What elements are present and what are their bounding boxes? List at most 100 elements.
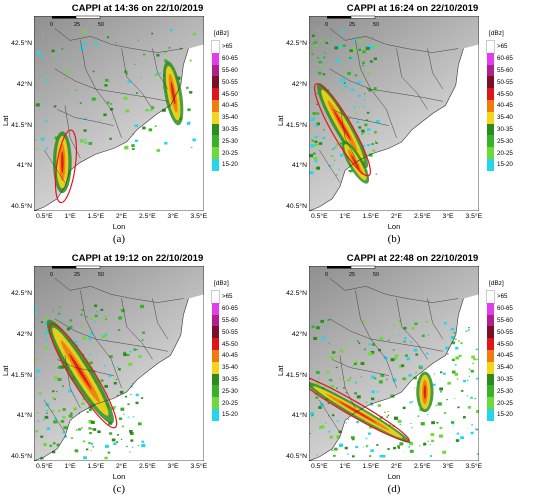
x-tick-label: 0.5°E xyxy=(310,463,328,470)
storm-ellipse xyxy=(54,129,78,204)
legend: [dBz] >65 60-65 55-60 50-55 45-50 40-45 35-40 30… xyxy=(211,280,266,421)
radar-panel-c: CAPPI at 19:12 on 22/10/2019 0 25 50 Lat 42… xyxy=(0,250,275,500)
region-border xyxy=(152,48,169,90)
radar-echoes xyxy=(35,29,197,194)
legend-item: 20-25 xyxy=(487,147,541,159)
y-tick-label: 41.5°N xyxy=(11,371,32,379)
x-tick-label: 3°E xyxy=(442,463,454,470)
storm-ellipse xyxy=(48,323,118,429)
legend-unit: [dBz] xyxy=(489,30,504,37)
panel-label: (d) xyxy=(387,483,401,495)
region-border xyxy=(44,149,66,183)
region-border xyxy=(319,149,341,183)
region-border xyxy=(329,318,443,352)
region-border xyxy=(121,48,153,110)
region-border xyxy=(54,28,184,53)
radar-map xyxy=(309,16,479,211)
x-tick-label: 1°E xyxy=(339,213,351,220)
x-tick-label: 1.5°E xyxy=(87,213,105,220)
y-tick-label: 41°N xyxy=(16,162,32,170)
y-tick-label: 42.5°N xyxy=(11,40,32,48)
x-tick-label: 1.5°E xyxy=(362,463,380,470)
legend-item: 40-45 xyxy=(487,99,541,112)
coastline xyxy=(34,298,189,461)
legend-item: 20-25 xyxy=(212,147,266,159)
region-border xyxy=(54,68,168,102)
region-border xyxy=(396,298,428,360)
x-tick-label: 3.5°E xyxy=(465,463,483,470)
legend-item: 60-65 xyxy=(212,52,266,65)
x-tick-label: 2.5°E xyxy=(413,463,431,470)
radar-map xyxy=(34,266,204,461)
region-border xyxy=(121,298,153,360)
region-border xyxy=(64,355,81,409)
legend-item: 60-65 xyxy=(487,52,541,65)
terrain xyxy=(34,16,204,211)
scale-label: 25 xyxy=(349,22,356,28)
x-tick-label: 1.5°E xyxy=(362,213,380,220)
x-tick-label: 3.5°E xyxy=(190,463,208,470)
legend-item: >65 xyxy=(211,40,266,54)
legend-item: 30-35 xyxy=(212,123,266,136)
y-tick-label: 40.5°N xyxy=(11,452,32,460)
scale-label: 0 xyxy=(50,22,54,28)
legend-item: 55-60 xyxy=(487,314,541,327)
y-tick-label: 41.5°N xyxy=(11,121,32,129)
panel-label: (c) xyxy=(112,483,126,495)
x-tick-label: 2°E xyxy=(116,213,128,220)
legend-item: 15-20 xyxy=(212,408,266,421)
y-tick-label: 42.5°N xyxy=(286,290,307,298)
radar-panel-d: CAPPI at 22:48 on 22/10/2019 0 25 50 Lat 42… xyxy=(275,250,550,500)
legend-item: 60-65 xyxy=(487,302,541,315)
x-axis-label: Lon xyxy=(112,222,126,231)
legend-item: 55-60 xyxy=(487,64,541,77)
legend-item: 35-40 xyxy=(487,111,541,124)
region-border xyxy=(427,298,444,340)
region-border xyxy=(339,355,356,409)
coastline xyxy=(309,48,464,211)
legend-item: 30-35 xyxy=(487,373,541,386)
storm-ellipse xyxy=(314,83,371,177)
scale-label: 25 xyxy=(349,272,356,278)
scale-bar: 0 25 50 xyxy=(325,15,383,30)
x-tick-label: 1°E xyxy=(64,463,76,470)
x-tick-label: 1°E xyxy=(339,463,351,470)
x-axis-label: Lon xyxy=(387,222,401,231)
legend-item: 30-35 xyxy=(487,123,541,136)
radar-map xyxy=(34,16,204,211)
panel-title: CAPPI at 22:48 on 22/10/2019 xyxy=(346,253,479,264)
scale-label: 0 xyxy=(325,272,329,278)
scale-label: 25 xyxy=(74,272,81,278)
y-tick-label: 42°N xyxy=(16,81,32,89)
legend-item: 25-30 xyxy=(487,385,541,398)
x-tick-label: 2.5°E xyxy=(413,213,431,220)
y-tick-label: 42°N xyxy=(291,331,307,339)
y-tick-label: 40.5°N xyxy=(11,202,32,210)
legend-item: 25-30 xyxy=(212,135,266,148)
legend-item: 60-65 xyxy=(212,302,266,315)
region-border xyxy=(329,278,459,303)
panel-title: CAPPI at 16:24 on 22/10/2019 xyxy=(346,3,479,14)
x-tick-label: 2.5°E xyxy=(138,463,156,470)
scale-label: 50 xyxy=(373,22,380,28)
scale-label: 25 xyxy=(74,22,81,28)
x-tick-label: 3.5°E xyxy=(190,213,208,220)
region-border xyxy=(427,48,444,90)
x-tick-label: 1.5°E xyxy=(87,463,105,470)
radar-panel-a: CAPPI at 14:36 on 22/10/2019 0 25 50 Lat 42… xyxy=(0,0,275,250)
scale-bar: 0 25 50 xyxy=(50,265,108,280)
radar-panel-b: CAPPI at 16:24 on 22/10/2019 0 25 50 Lat 42… xyxy=(275,0,550,250)
legend: [dBz] >65 60-65 55-60 50-55 45-50 40-45 35-40 30… xyxy=(486,280,541,421)
legend-item: 25-30 xyxy=(487,135,541,148)
legend-item: 30-35 xyxy=(212,373,266,386)
legend-item: 55-60 xyxy=(212,314,266,327)
legend-item: 50-55 xyxy=(487,326,541,339)
x-tick-label: 3°E xyxy=(167,463,179,470)
legend-item: 50-55 xyxy=(212,326,266,339)
y-tick-label: 41°N xyxy=(16,412,32,420)
panel-label: (b) xyxy=(387,233,401,245)
scale-label: 50 xyxy=(373,272,380,278)
y-tick-label: 41.5°N xyxy=(286,121,307,129)
legend-item: >65 xyxy=(211,290,266,304)
x-tick-label: 3°E xyxy=(167,213,179,220)
